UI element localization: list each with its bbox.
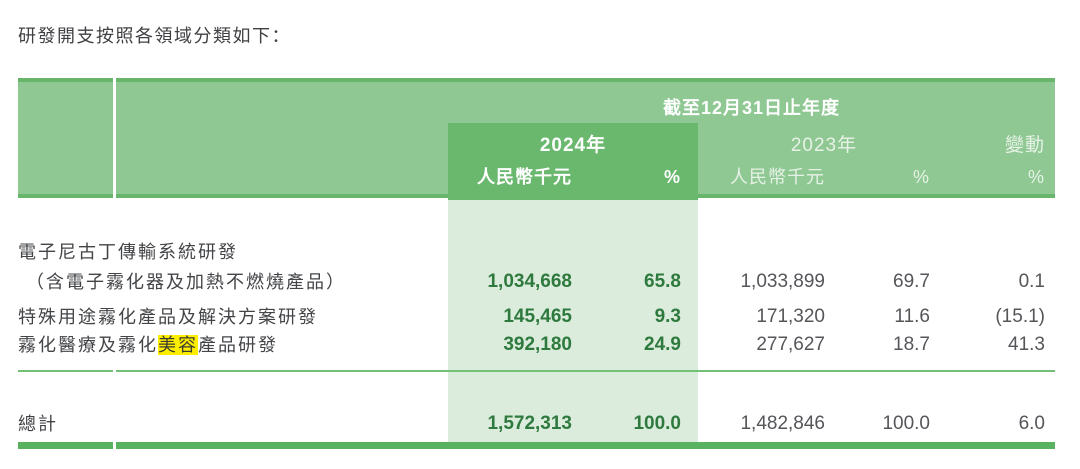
- row-label-special-purpose: 特殊用途霧化產品及解決方案研發: [18, 307, 318, 327]
- rd-expense-table: 截至12月31日止年度 2024年 2023年 變動 人民幣千元 % 人民幣千元…: [18, 78, 1055, 450]
- cell-total-2023-rmb: 1,482,846: [740, 413, 825, 434]
- cell-special-2023-rmb: 171,320: [756, 306, 825, 327]
- column-2024-header-block: [448, 123, 698, 200]
- cell-ends-2023-pct: 69.7: [893, 271, 930, 292]
- unit-header-2023-pct: %: [912, 167, 930, 187]
- cell-total-2024-pct: 100.0: [633, 413, 681, 434]
- unit-header-2024-rmb: 人民幣千元: [477, 167, 572, 187]
- table-bottom-bar-right: [116, 442, 1055, 449]
- cell-medical-2024-rmb: 392,180: [503, 334, 572, 355]
- column-2024-body-shade: [448, 200, 698, 442]
- label-highlight: 美容: [158, 335, 198, 355]
- unit-header-change-pct: %: [1027, 167, 1045, 187]
- row-label-medical-beauty: 霧化醫療及霧化美容產品研發: [18, 333, 278, 357]
- cell-medical-change: 41.3: [1008, 334, 1045, 355]
- cell-medical-2023-pct: 18.7: [893, 334, 930, 355]
- cell-total-change: 6.0: [1018, 413, 1045, 434]
- row-label-ends-line1: 電子尼古丁傳輸系統研發: [18, 242, 238, 262]
- cell-special-change: (15.1): [995, 306, 1045, 327]
- total-separator-right: [116, 370, 1055, 372]
- cell-special-2024-rmb: 145,465: [503, 306, 572, 327]
- cell-special-2024-pct: 9.3: [654, 306, 681, 327]
- cell-total-2023-pct: 100.0: [882, 413, 930, 434]
- col-header-2023: 2023年: [790, 135, 858, 156]
- cell-ends-2024-rmb: 1,034,668: [487, 271, 572, 292]
- period-header: 截至12月31日止年度: [662, 98, 841, 118]
- col-header-change: 變動: [1004, 135, 1045, 156]
- cell-ends-2023-rmb: 1,033,899: [740, 271, 825, 292]
- row-label-total: 總計: [18, 414, 58, 434]
- cell-special-2023-pct: 11.6: [894, 306, 930, 327]
- col-header-2024: 2024年: [539, 135, 607, 156]
- table-bottom-bar-left: [18, 442, 113, 449]
- label-prefix: 霧化醫療及霧化: [18, 335, 158, 355]
- page-title: 研發開支按照各領域分類如下：: [18, 26, 291, 46]
- cell-medical-2024-pct: 24.9: [644, 334, 681, 355]
- header-divider-line: [113, 78, 116, 198]
- cell-medical-2023-rmb: 277,627: [756, 334, 825, 355]
- cell-ends-2024-pct: 65.8: [644, 271, 681, 292]
- unit-header-2024-pct: %: [663, 167, 681, 187]
- unit-header-2023-rmb: 人民幣千元: [730, 167, 825, 187]
- label-suffix: 產品研發: [198, 335, 278, 355]
- cell-ends-change: 0.1: [1018, 271, 1045, 292]
- row-label-ends-line2: （含電子霧化器及加熱不燃燒產品）: [26, 272, 346, 292]
- total-separator-left: [18, 370, 113, 372]
- cell-total-2024-rmb: 1,572,313: [487, 413, 572, 434]
